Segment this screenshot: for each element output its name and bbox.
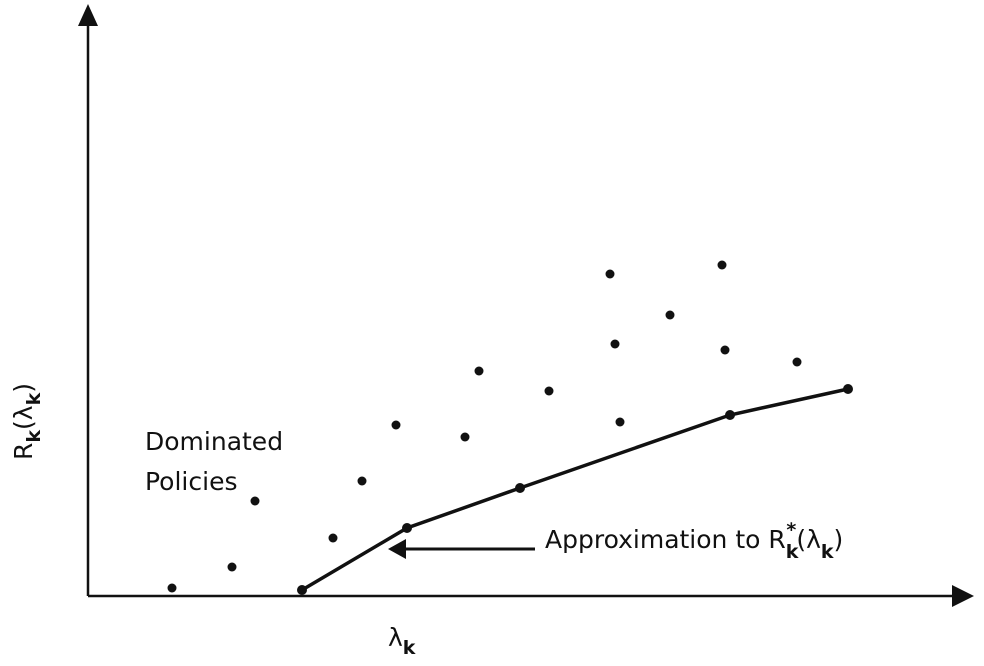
point (665, 310, 675, 320)
approximation-label: Approximation to Rk*(λk) (545, 519, 843, 563)
axes (78, 4, 974, 607)
x-axis-label: λk (388, 623, 416, 659)
point (167, 583, 177, 593)
point (717, 260, 727, 270)
y-arrowhead (78, 4, 98, 26)
point (391, 420, 401, 430)
point (460, 432, 470, 442)
frontier-point (402, 523, 412, 533)
point (328, 533, 338, 543)
frontier (297, 384, 853, 595)
point (605, 269, 615, 279)
annotation-arrowhead (388, 539, 406, 559)
point (544, 386, 554, 396)
x-arrowhead (952, 585, 974, 607)
frontier-point (725, 410, 735, 420)
point (227, 562, 237, 572)
dominated-points (167, 260, 802, 593)
point (720, 345, 730, 355)
frontier-point (515, 483, 525, 493)
point (357, 476, 367, 486)
point (610, 339, 620, 349)
point (792, 357, 802, 367)
frontier-point (843, 384, 853, 394)
dominated-label: Dominated (145, 427, 283, 456)
frontier-point (297, 585, 307, 595)
y-axis-label: Rk(λk) (9, 383, 45, 460)
point (474, 366, 484, 376)
dominated-label: Policies (145, 467, 237, 496)
point (250, 496, 260, 506)
point (615, 417, 625, 427)
frontier-line (301, 387, 849, 592)
